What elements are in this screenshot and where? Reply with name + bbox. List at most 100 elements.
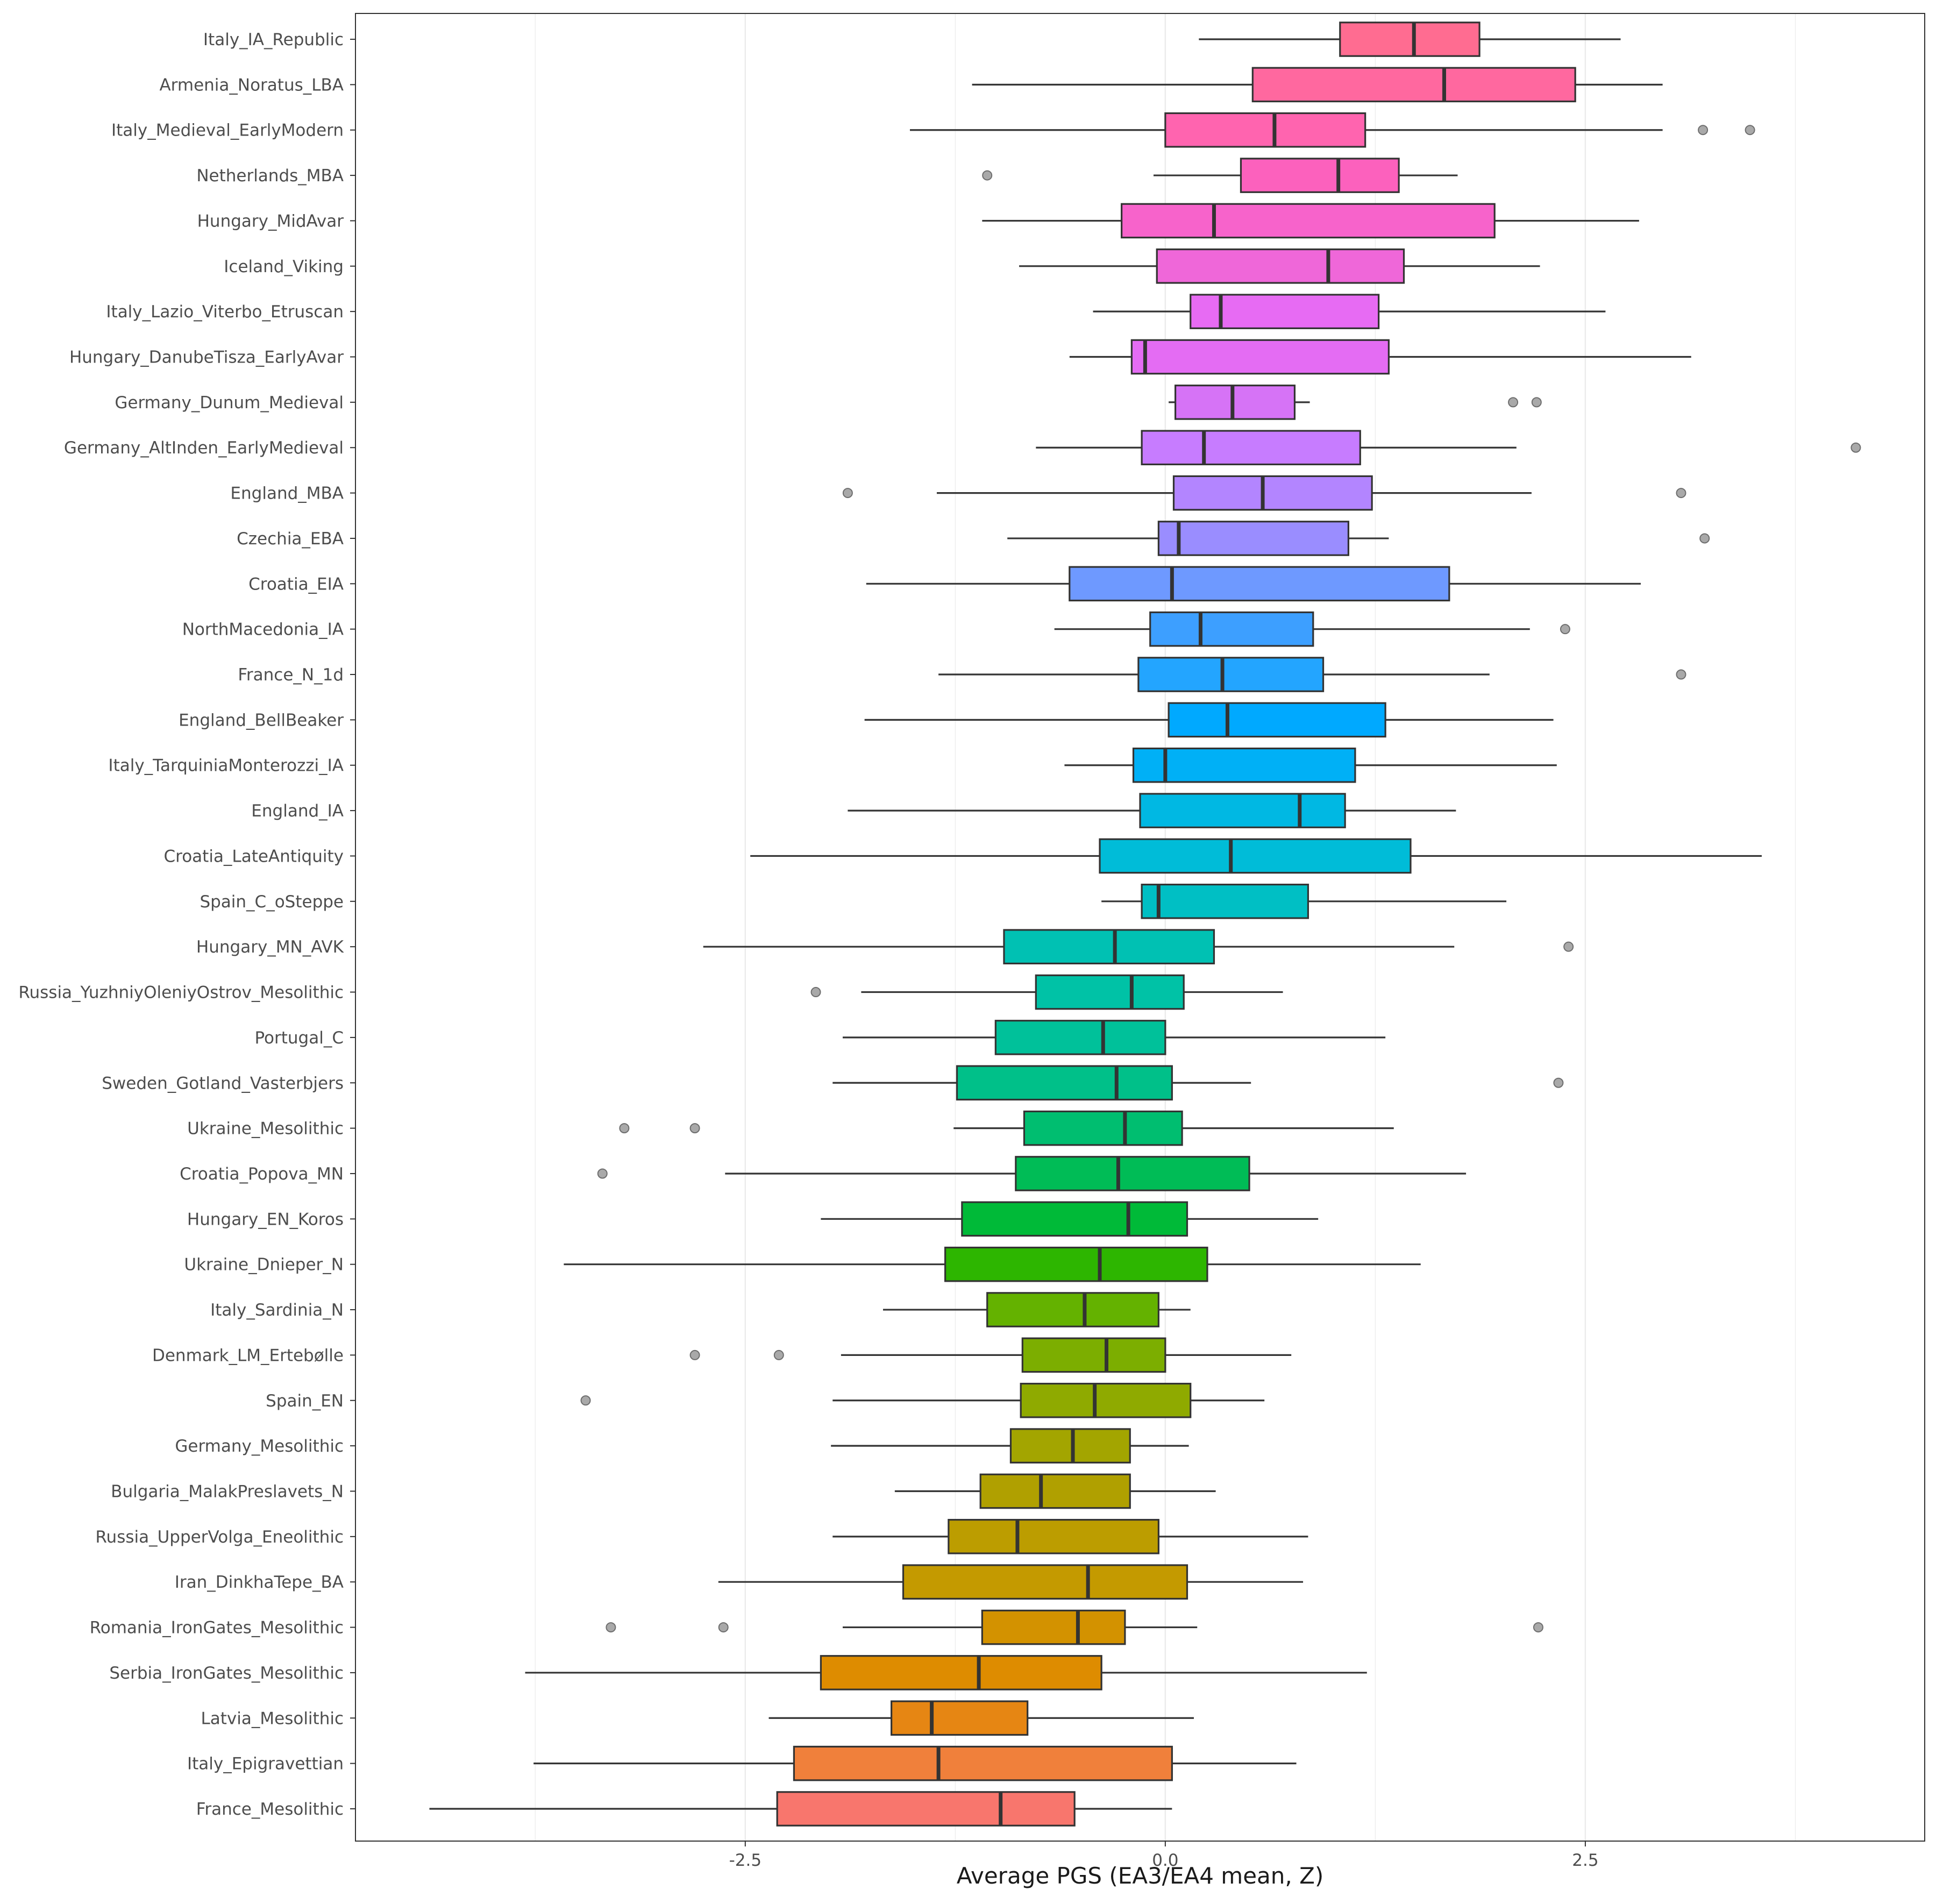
box-iqr xyxy=(1009,1428,1131,1463)
box-group xyxy=(1199,22,1621,57)
y-tick-label: France_N_1d xyxy=(238,665,344,685)
box-iqr xyxy=(1130,339,1390,375)
box-group xyxy=(982,203,1639,239)
outlier-point xyxy=(1560,624,1570,635)
outlier-point xyxy=(982,170,993,181)
box-group xyxy=(1069,339,1691,375)
y-tick-label: Ukraine_Dnieper_N xyxy=(184,1255,344,1275)
box-iqr xyxy=(1172,475,1373,511)
box-series xyxy=(429,22,1861,1827)
box-iqr xyxy=(1339,22,1481,57)
y-tick-label: NorthMacedonia_IA xyxy=(182,620,344,640)
box-group xyxy=(768,1700,1194,1736)
outlier-point xyxy=(1533,1622,1543,1633)
box-group xyxy=(525,1655,1367,1690)
box-group xyxy=(580,1382,1265,1418)
x-tick-label: -2.5 xyxy=(729,1851,762,1870)
box-group xyxy=(982,158,1458,193)
box-group xyxy=(703,929,1574,964)
box-group xyxy=(821,1201,1319,1237)
outlier-point xyxy=(1531,397,1542,408)
box-group xyxy=(864,702,1554,738)
y-tick-label: Germany_AltInden_EarlyMedieval xyxy=(64,438,344,458)
y-tick-label: Russia_YuzhniyOleniyOstrov_Mesolithic xyxy=(18,983,344,1003)
outlier-point xyxy=(606,1622,616,1633)
y-tick-label: Hungary_DanubeTisza_EarlyAvar xyxy=(69,348,344,367)
y-tick-label: Italy_Lazio_Viterbo_Etruscan xyxy=(106,302,344,322)
outlier-point xyxy=(1850,442,1861,453)
box-group xyxy=(606,1609,1543,1645)
box-group xyxy=(831,1428,1189,1463)
box-iqr xyxy=(902,1564,1188,1600)
outlier-point xyxy=(619,1123,630,1134)
y-tick-label: Germany_Dunum_Medieval xyxy=(115,393,344,413)
outlier-point xyxy=(1676,669,1686,680)
box-group xyxy=(1101,884,1507,919)
box-iqr xyxy=(1003,929,1215,964)
y-tick-label: Croatia_LateAntiquity xyxy=(164,847,344,866)
box-iqr xyxy=(961,1201,1188,1237)
box-group xyxy=(1093,294,1606,329)
box-iqr xyxy=(776,1791,1076,1827)
y-tick-label: Italy_TarquiniaMonterozzi_IA xyxy=(108,756,344,776)
y-tick-label: Sweden_Gotland_Vasterbjers xyxy=(102,1074,344,1093)
y-tick-label: Romania_IronGates_Mesolithic xyxy=(90,1618,344,1638)
y-tick-label: Latvia_Mesolithic xyxy=(201,1709,344,1728)
outlier-point xyxy=(1508,397,1519,408)
box-iqr xyxy=(979,1473,1131,1509)
box-iqr xyxy=(986,1292,1159,1327)
y-tick-label: Armenia_Noratus_LBA xyxy=(159,75,344,95)
box-iqr xyxy=(944,1246,1208,1282)
box-group xyxy=(972,67,1663,103)
y-tick-label: Ukraine_Mesolithic xyxy=(187,1119,344,1139)
box-group xyxy=(938,657,1686,692)
y-tick-label: Italy_Medieval_EarlyModern xyxy=(111,121,344,140)
y-tick-label: England_IA xyxy=(251,801,344,821)
box-iqr xyxy=(1021,1337,1166,1373)
box-group xyxy=(866,566,1641,602)
plot-panel-border xyxy=(355,13,1925,1842)
box-group xyxy=(1054,611,1570,647)
outlier-point xyxy=(1699,533,1710,544)
box-group xyxy=(810,974,1283,1010)
box-group xyxy=(429,1791,1172,1827)
outlier-point xyxy=(580,1395,591,1406)
box-iqr xyxy=(1164,112,1366,148)
y-tick-label: Germany_Mesolithic xyxy=(175,1437,344,1456)
box-iqr xyxy=(1020,1382,1192,1418)
box-group xyxy=(843,1020,1386,1055)
box-group xyxy=(848,793,1456,828)
outlier-point xyxy=(1745,125,1755,136)
box-iqr xyxy=(994,1020,1166,1055)
box-iqr xyxy=(956,1065,1173,1101)
y-tick-label: Italy_Sardinia_N xyxy=(210,1301,344,1320)
y-tick-label: Croatia_EIA xyxy=(248,574,344,594)
box-iqr xyxy=(1168,702,1386,738)
box-group xyxy=(1064,747,1557,783)
box-iqr xyxy=(1121,203,1496,239)
y-tick-label: Netherlands_MBA xyxy=(196,166,344,186)
box-group xyxy=(718,1564,1304,1600)
box-iqr xyxy=(793,1745,1173,1781)
y-tick-label: Czechia_EBA xyxy=(237,529,344,549)
y-tick-label: Spain_EN xyxy=(266,1391,344,1411)
box-group xyxy=(882,1292,1191,1327)
box-iqr xyxy=(1137,657,1325,692)
y-tick-label: England_BellBeaker xyxy=(179,711,344,730)
box-group xyxy=(909,112,1755,148)
box-iqr xyxy=(1015,1156,1250,1191)
box-iqr xyxy=(1035,974,1185,1010)
y-tick-label: Portugal_C xyxy=(254,1028,344,1048)
outlier-point xyxy=(718,1622,729,1633)
box-iqr xyxy=(1251,67,1576,103)
box-group xyxy=(564,1246,1421,1282)
box-iqr xyxy=(1156,248,1405,284)
outlier-point xyxy=(810,987,821,998)
box-iqr xyxy=(1023,1110,1183,1146)
y-tick-label: England_MBA xyxy=(230,484,344,503)
box-iqr xyxy=(1069,566,1450,602)
box-iqr xyxy=(1141,884,1309,919)
box-iqr xyxy=(1175,385,1296,420)
x-axis-title: Average PGS (EA3/EA4 mean, Z) xyxy=(957,1863,1324,1889)
